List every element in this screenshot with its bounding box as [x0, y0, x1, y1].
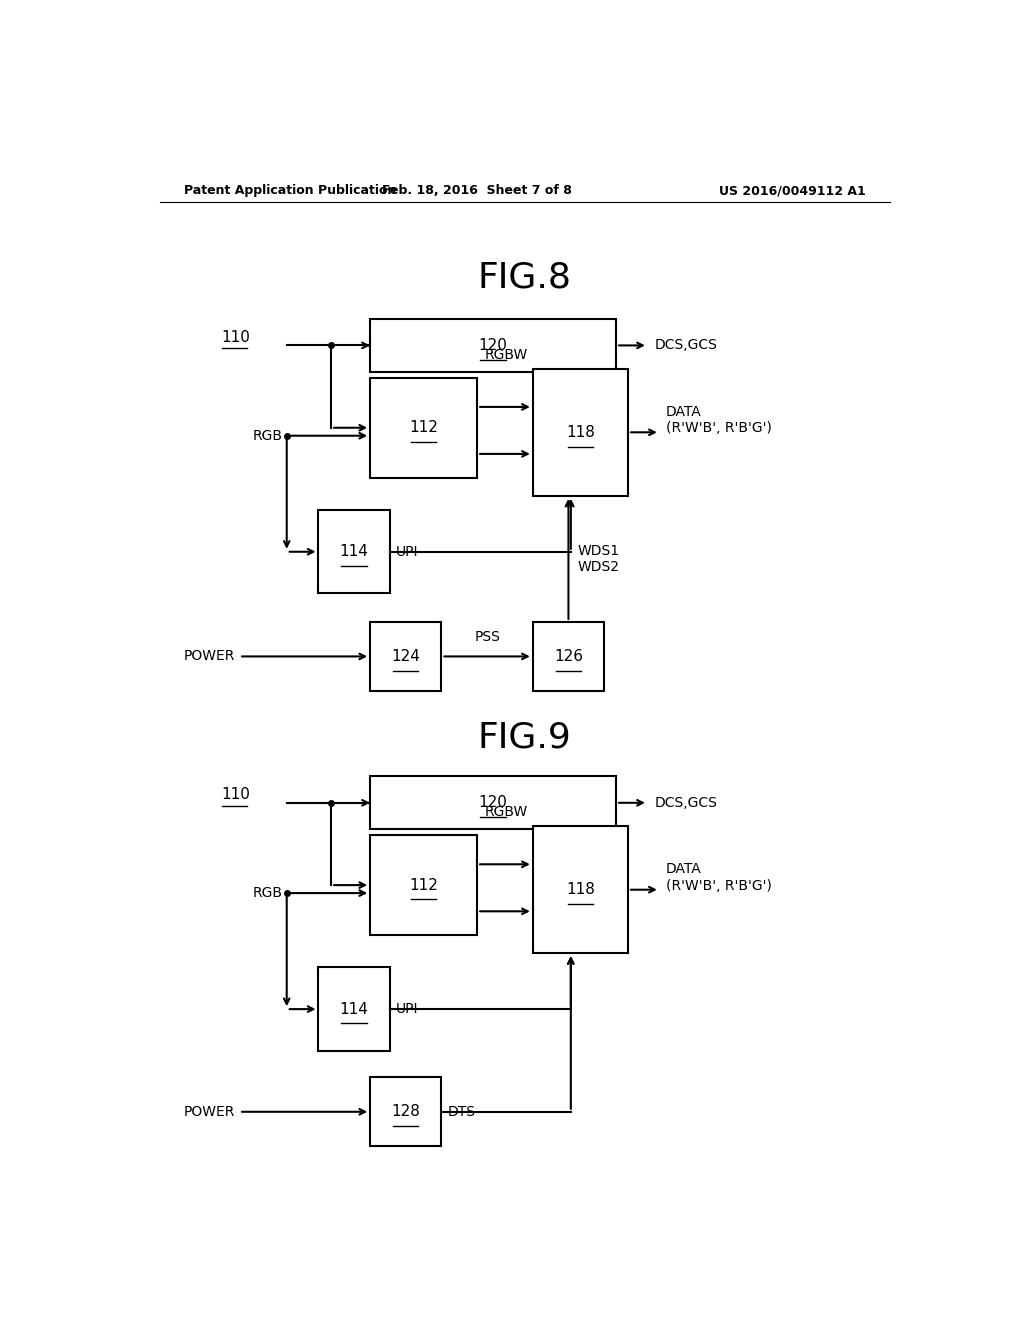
Text: 110: 110 — [221, 787, 251, 803]
Text: DCS,GCS: DCS,GCS — [654, 796, 717, 809]
Bar — [370, 836, 477, 935]
Bar — [370, 378, 477, 478]
Text: 120: 120 — [478, 338, 508, 352]
Bar — [532, 622, 604, 690]
Bar — [370, 622, 441, 690]
Text: RGB: RGB — [253, 886, 283, 900]
Text: UPI: UPI — [396, 1002, 419, 1016]
Text: 118: 118 — [566, 425, 595, 440]
Text: 114: 114 — [340, 544, 369, 560]
Text: UPI: UPI — [396, 545, 419, 558]
Text: 118: 118 — [566, 882, 595, 898]
Text: 124: 124 — [391, 649, 420, 664]
Text: RGB: RGB — [253, 429, 283, 442]
Bar — [370, 776, 616, 829]
Text: 128: 128 — [391, 1105, 420, 1119]
Text: Feb. 18, 2016  Sheet 7 of 8: Feb. 18, 2016 Sheet 7 of 8 — [382, 185, 572, 198]
Bar — [370, 1077, 441, 1146]
Text: DTS: DTS — [447, 1105, 476, 1119]
Text: FIG.9: FIG.9 — [478, 721, 571, 755]
Bar — [370, 319, 616, 372]
Text: 114: 114 — [340, 1002, 369, 1016]
Text: POWER: POWER — [183, 649, 236, 664]
Text: DATA
(R'W'B', R'B'G'): DATA (R'W'B', R'B'G') — [666, 862, 772, 892]
Text: WDS1
WDS2: WDS1 WDS2 — [578, 544, 621, 574]
Text: 110: 110 — [221, 330, 251, 345]
Text: RGBW: RGBW — [485, 805, 528, 818]
Text: POWER: POWER — [183, 1105, 236, 1119]
Text: 112: 112 — [410, 878, 438, 892]
Text: RGBW: RGBW — [485, 347, 528, 362]
Bar — [532, 826, 628, 953]
Text: US 2016/0049112 A1: US 2016/0049112 A1 — [719, 185, 866, 198]
Text: 120: 120 — [478, 795, 508, 810]
Text: PSS: PSS — [474, 630, 500, 644]
Text: DCS,GCS: DCS,GCS — [654, 338, 717, 352]
Bar — [318, 510, 390, 594]
Bar — [318, 968, 390, 1051]
Text: Patent Application Publication: Patent Application Publication — [183, 185, 396, 198]
Bar — [532, 368, 628, 496]
Text: 126: 126 — [554, 649, 583, 664]
Text: FIG.8: FIG.8 — [478, 260, 571, 294]
Text: 112: 112 — [410, 420, 438, 436]
Text: DATA
(R'W'B', R'B'G'): DATA (R'W'B', R'B'G') — [666, 405, 772, 436]
